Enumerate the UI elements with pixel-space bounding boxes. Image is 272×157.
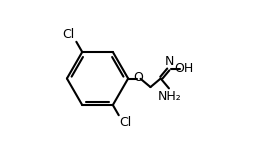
Text: N: N xyxy=(164,55,174,68)
Text: Cl: Cl xyxy=(119,116,132,129)
Text: OH: OH xyxy=(175,62,194,75)
Text: O: O xyxy=(134,71,143,84)
Text: Cl: Cl xyxy=(63,28,75,41)
Text: NH₂: NH₂ xyxy=(158,90,182,103)
